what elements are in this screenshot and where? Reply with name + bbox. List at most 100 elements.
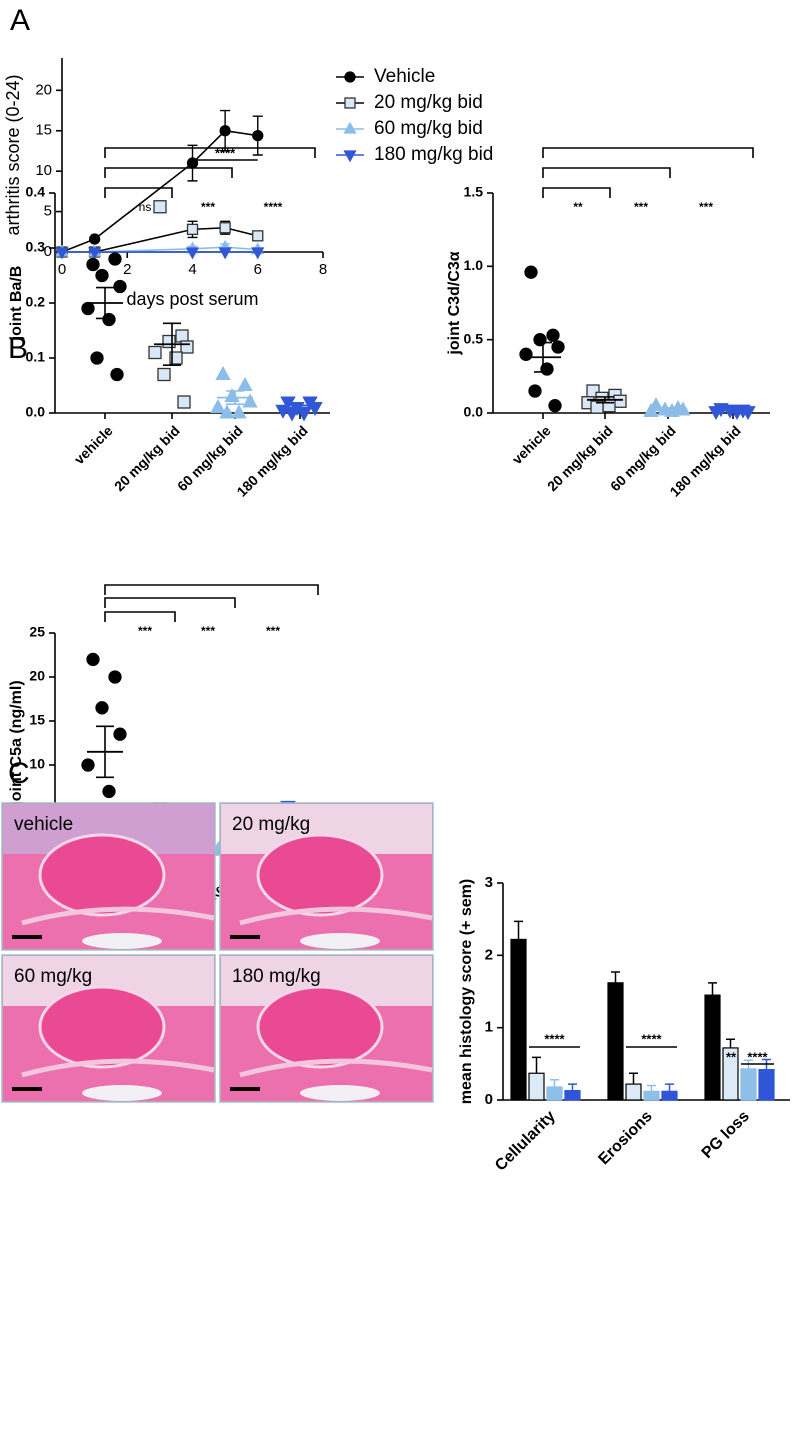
legend-marker <box>343 121 357 134</box>
bone-head <box>38 833 166 917</box>
x-axis-label: days post serum <box>126 289 258 309</box>
cartilage <box>21 906 215 926</box>
y-tick-label: 0 <box>485 1091 493 1108</box>
y-tick-label: 15 <box>29 712 45 728</box>
error-bar <box>532 1056 541 1074</box>
marker <box>590 400 604 414</box>
annotation: *** <box>138 624 152 638</box>
marrow <box>300 933 380 949</box>
marrow <box>300 1085 380 1101</box>
marker <box>108 670 122 684</box>
marker <box>215 365 231 380</box>
bar <box>528 1072 545 1101</box>
y-tick-label: 5 <box>44 203 52 220</box>
cartilage <box>21 1058 215 1078</box>
significance-bracket <box>104 611 176 622</box>
y-tick-label: 2 <box>485 946 493 963</box>
bar <box>510 938 527 1101</box>
bar <box>758 1069 775 1101</box>
legend-marker <box>344 71 356 83</box>
error-bar <box>629 1072 638 1085</box>
image-label: 180 mg/kg <box>232 966 321 987</box>
marker <box>55 247 69 260</box>
marker <box>157 367 171 382</box>
sem-bar <box>534 341 552 373</box>
sem-bar <box>596 396 614 404</box>
y-tick-label: 1 <box>485 1019 493 1036</box>
sem-bar <box>659 407 677 412</box>
error-bar <box>647 1084 656 1092</box>
annotation: **** <box>641 1031 662 1046</box>
histology-image: vehicle <box>1 802 216 951</box>
y-tick-label: 20 <box>35 81 52 98</box>
marker <box>242 393 258 408</box>
marker <box>169 351 183 365</box>
bone-head <box>256 833 384 917</box>
marker <box>528 384 542 398</box>
y-tick-label: 15 <box>35 122 52 139</box>
y-tick-label: 25 <box>29 624 45 640</box>
legend-marker <box>344 97 356 109</box>
legend-label: 180 mg/kg bid <box>374 144 493 165</box>
marker <box>81 301 95 316</box>
annotation: **** <box>544 1031 565 1046</box>
x-tick-label: Erosions <box>595 1108 656 1169</box>
x-tick-label: 60 mg/kg bid <box>607 422 679 494</box>
marker <box>102 312 116 327</box>
sem-bar <box>96 286 114 320</box>
bar <box>625 1083 642 1101</box>
marker <box>237 376 253 391</box>
cartilage <box>239 906 433 926</box>
marker <box>153 200 167 214</box>
sem-bar <box>226 390 244 405</box>
y-tick-label: 10 <box>29 756 45 772</box>
y-axis-label: joint Ba/B <box>8 266 25 342</box>
y-tick-label: 1.5 <box>464 184 484 200</box>
marker <box>548 399 562 413</box>
y-tick-label: 3 <box>485 874 493 891</box>
legend-label: 60 mg/kg bid <box>374 118 483 139</box>
image-label: vehicle <box>14 814 73 835</box>
marker <box>613 394 627 408</box>
x-tick-label: vehicle <box>71 422 116 467</box>
x-tick-label: 20 mg/kg bid <box>111 422 183 494</box>
x-tick-label: Cellularity <box>492 1108 559 1175</box>
marker <box>108 252 122 266</box>
significance-bracket <box>104 167 233 178</box>
x-tick-label: PG loss <box>699 1108 753 1162</box>
marker <box>88 247 102 260</box>
significance-bracket <box>542 187 611 198</box>
annotation: ** <box>726 1049 737 1064</box>
marker <box>185 247 200 260</box>
y-tick-label: 0 <box>44 243 52 260</box>
legend-label: 20 mg/kg bid <box>374 92 483 113</box>
y-tick-label: 0.3 <box>26 239 46 255</box>
marker <box>88 233 101 245</box>
x-tick-label: 20 mg/kg bid <box>544 422 616 494</box>
panel-label: B <box>8 332 28 365</box>
significance-bracket <box>104 584 319 595</box>
annotation: ** <box>573 200 583 214</box>
marker <box>252 230 264 242</box>
y-tick-label: 1.0 <box>464 257 484 273</box>
marker <box>307 402 323 417</box>
panel-label: C <box>8 757 30 790</box>
error-bar <box>611 971 620 983</box>
marrow <box>82 933 162 949</box>
bar <box>704 994 721 1101</box>
x-tick-label: 4 <box>188 261 196 278</box>
histology-image: 20 mg/kg <box>219 802 434 951</box>
bone-head <box>256 985 384 1069</box>
annotation: ns <box>139 200 152 214</box>
y-tick-label: 0.0 <box>464 404 484 420</box>
marker <box>186 157 199 169</box>
bar <box>546 1086 563 1101</box>
error-bar <box>568 1083 577 1091</box>
x-tick-label: vehicle <box>509 422 554 467</box>
y-axis-label: joint C3d/C3α <box>446 251 463 355</box>
marker <box>643 402 659 417</box>
marker <box>219 125 231 137</box>
y-tick-label: 0.0 <box>26 404 46 420</box>
marker <box>533 333 547 347</box>
